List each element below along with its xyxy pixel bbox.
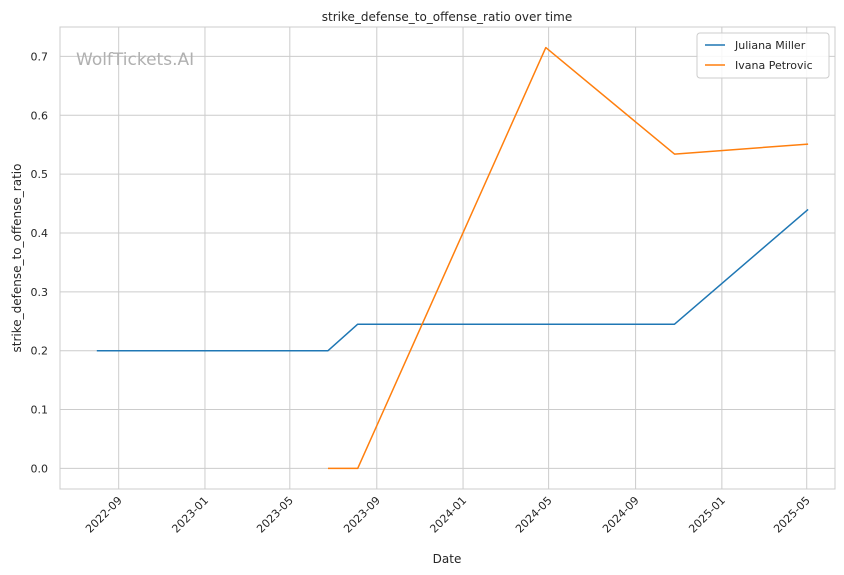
y-tick-label: 0.7 [31, 50, 49, 63]
y-tick-label: 0.2 [31, 345, 49, 358]
x-tick-label: 2022-09 [83, 494, 125, 536]
x-tick-label: 2024-01 [427, 494, 469, 536]
x-tick-label: 2025-05 [771, 494, 813, 536]
x-tick-label: 2025-01 [686, 494, 728, 536]
x-axis-title: Date [433, 552, 462, 566]
plot-frame [59, 26, 836, 490]
series-line-1 [96, 208, 809, 352]
series-lines [96, 46, 809, 470]
x-tick-label: 2023-09 [341, 494, 383, 536]
legend: Juliana Miller Ivana Petrovic [696, 32, 830, 79]
y-axis-title: strike_defense_to_offense_ratio [10, 164, 24, 353]
x-tick-label: 2024-05 [513, 494, 555, 536]
x-tick-label: 2023-01 [169, 494, 211, 536]
y-tick-label: 0.0 [31, 462, 49, 475]
legend-label: Juliana Miller [734, 39, 806, 52]
chart-title: strike_defense_to_offense_ratio over tim… [322, 10, 572, 24]
y-tick-label: 0.4 [31, 227, 49, 240]
series-line-2 [328, 46, 809, 470]
x-tick-label: 2024-09 [600, 494, 642, 536]
plot-area [60, 27, 835, 489]
legend-box [696, 32, 830, 79]
y-tick-label: 0.6 [31, 109, 49, 122]
y-tick-label: 0.3 [31, 286, 49, 299]
watermark: WolfTickets.AI [76, 50, 194, 70]
x-tick-label: 2023-05 [254, 494, 296, 536]
y-tick-labels: 0.0 0.1 0.2 0.3 0.4 0.5 0.6 0.7 [31, 50, 49, 475]
y-tick-label: 0.1 [31, 404, 49, 417]
y-tick-label: 0.5 [31, 168, 49, 181]
legend-label: Ivana Petrovic [735, 59, 813, 72]
x-tick-labels: 2022-09 2023-01 2023-05 2023-09 2024-01 2024-… [83, 494, 813, 536]
